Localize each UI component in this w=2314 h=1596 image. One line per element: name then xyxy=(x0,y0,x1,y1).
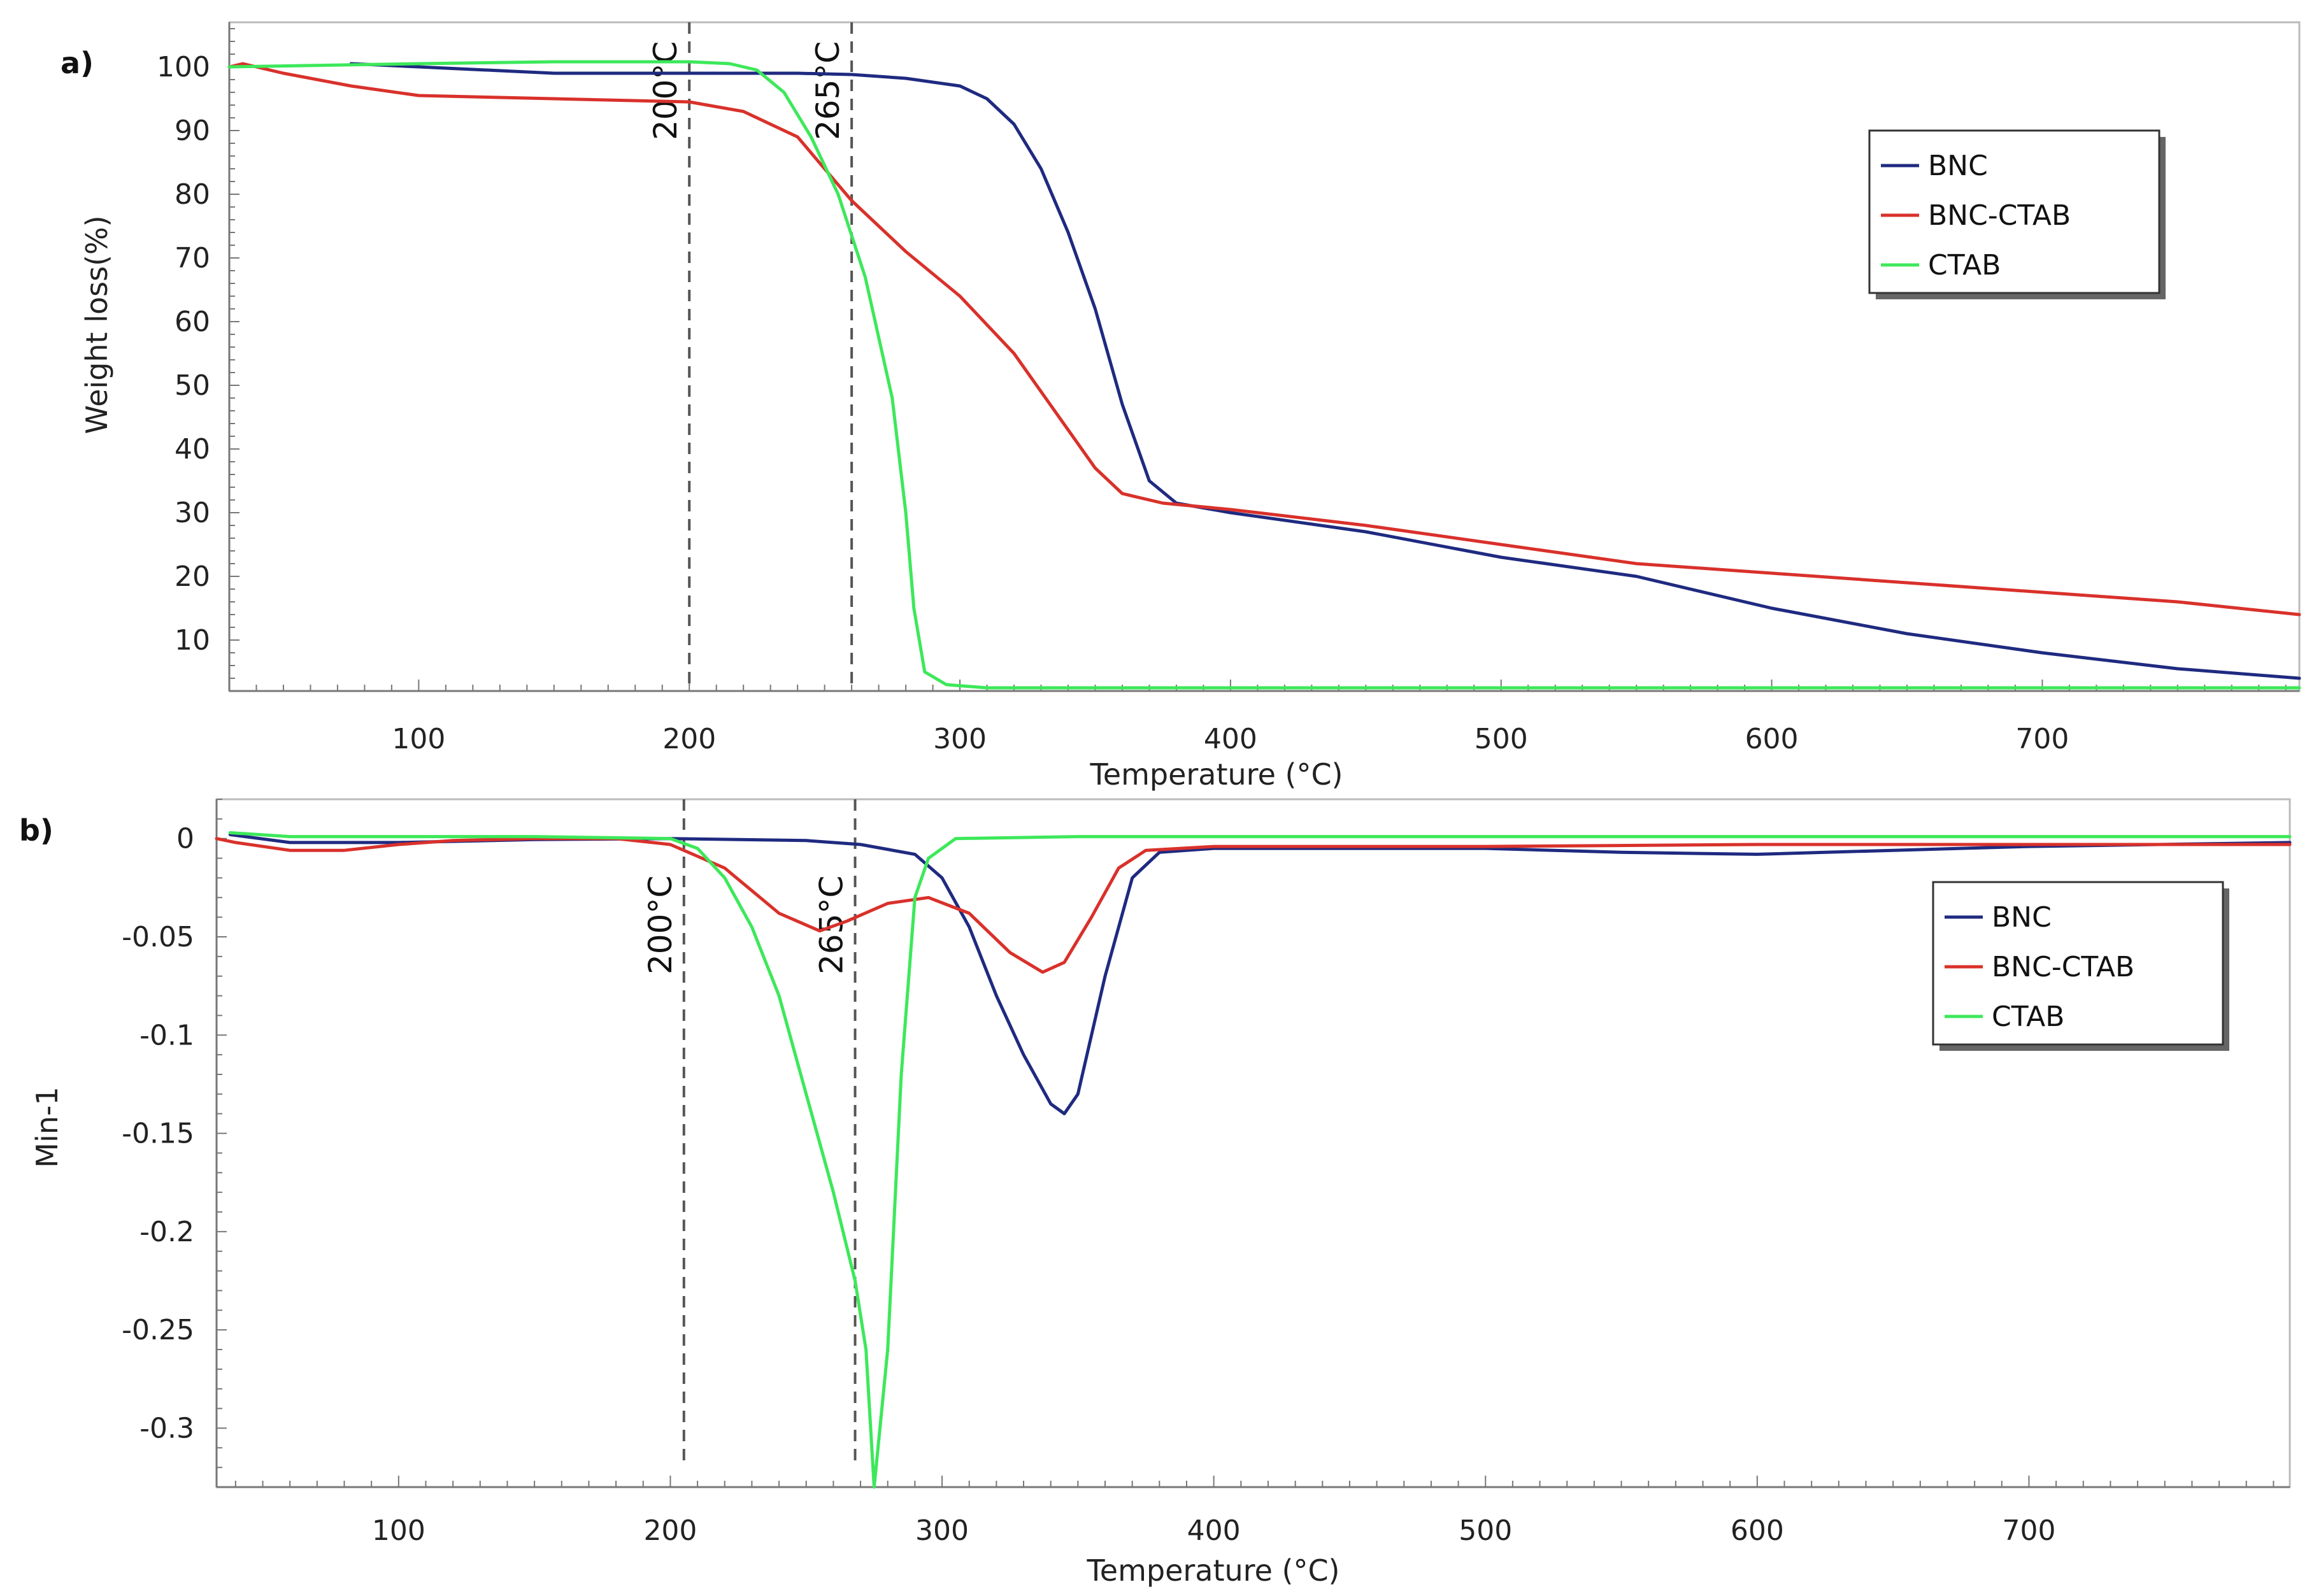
y-tick-label: 50 xyxy=(175,369,210,402)
y-tick-label: -0.3 xyxy=(139,1412,194,1444)
x-tick-label: 700 xyxy=(2015,723,2069,755)
legend-label-bnc: BNC xyxy=(1992,901,2052,934)
y-tick-label: -0.2 xyxy=(139,1216,194,1248)
x-tick-label: 300 xyxy=(915,1514,969,1547)
y-tick-label: -0.15 xyxy=(122,1118,194,1150)
x-tick-label: 100 xyxy=(372,1514,425,1547)
legend-label-ctab: CTAB xyxy=(1928,249,2001,281)
legend-label-ctab: CTAB xyxy=(1992,1001,2064,1033)
x-tick-label: 500 xyxy=(1475,723,1528,755)
y-tick-label: 20 xyxy=(175,560,210,593)
series-line-bnc-ctab xyxy=(227,62,2301,616)
series-line-bnc-ctab xyxy=(215,837,2292,974)
x-tick-label: 700 xyxy=(2002,1514,2055,1547)
panel-a-plot-frame xyxy=(228,21,2301,692)
y-tick-label: 90 xyxy=(175,115,210,147)
panel-a-label: a) xyxy=(61,46,94,80)
y-tick-label: 100 xyxy=(157,51,210,83)
guide-line-label: 200°C xyxy=(642,876,679,974)
x-tick-label: 300 xyxy=(933,723,987,755)
x-tick-label: 100 xyxy=(392,723,445,755)
x-tick-label: 200 xyxy=(662,723,716,755)
y-tick-label: -0.1 xyxy=(139,1019,194,1051)
x-tick-label: 400 xyxy=(1187,1514,1241,1547)
series-line-ctab xyxy=(227,60,2301,690)
y-tick-label: 80 xyxy=(175,178,210,211)
y-tick-label: -0.25 xyxy=(122,1314,194,1346)
x-tick-label: 400 xyxy=(1204,723,1257,755)
x-tick-label: 500 xyxy=(1459,1514,1512,1547)
guide-line-label: 200°C xyxy=(647,41,684,140)
panel-a-chart: a) Weight loss(%) Temperature (°C) 100 20… xyxy=(61,21,2301,792)
guide-line-label: 265°C xyxy=(813,876,850,974)
y-tick-label: 30 xyxy=(175,497,210,529)
panel-b-x-axis-title: Temperature (°C) xyxy=(1086,1553,1339,1588)
y-tick-label: 40 xyxy=(175,433,210,466)
panel-a-y-axis-title: Weight loss(%) xyxy=(80,215,114,434)
x-tick-label: 200 xyxy=(643,1514,697,1547)
y-tick-label: 0 xyxy=(176,823,194,855)
legend-label-bnc: BNC xyxy=(1928,150,1988,182)
panel-a-legend: BNC BNC-CTAB CTAB xyxy=(1868,129,2166,299)
panel-b-chart: b) Min-1 Temperature (°C) 100 200 300 400 50… xyxy=(19,798,2292,1588)
guide-line-label: 265°C xyxy=(810,41,846,140)
panel-a-x-axis-title: Temperature (°C) xyxy=(1089,757,1343,792)
y-tick-label: 10 xyxy=(175,624,210,657)
series-line-ctab xyxy=(228,831,2292,1489)
legend-label-bnc-ctab: BNC-CTAB xyxy=(1992,951,2134,983)
y-tick-label: 70 xyxy=(175,242,210,274)
y-tick-label: -0.05 xyxy=(122,921,194,953)
series-line-bnc xyxy=(349,62,2301,680)
x-tick-label: 600 xyxy=(1731,1514,1784,1547)
y-tick-label: 60 xyxy=(175,306,210,338)
panel-b-label: b) xyxy=(19,813,54,848)
legend-label-bnc-ctab: BNC-CTAB xyxy=(1928,199,2071,232)
panel-b-y-axis-title: Min-1 xyxy=(30,1087,64,1168)
x-tick-label: 600 xyxy=(1745,723,1799,755)
panel-b-legend: BNC BNC-CTAB CTAB xyxy=(1932,881,2229,1051)
